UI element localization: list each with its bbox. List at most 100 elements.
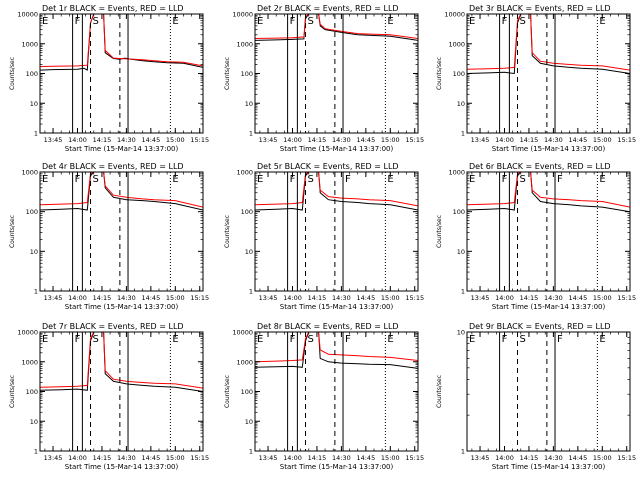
y-axis-label: Counts/sec <box>224 375 231 408</box>
y-axis-label: Counts/sec <box>224 215 231 248</box>
x-tick-label: 15:00 <box>381 136 400 144</box>
series-lld-line <box>467 172 630 208</box>
x-tick-label: 14:00 <box>68 454 87 462</box>
y-tick-label: 10 <box>457 248 465 256</box>
panel-5: Det 5r BLACK = Events, RED = LLD E F S F E 1 10… <box>224 162 424 311</box>
x-tick-label: 14:45 <box>356 136 375 144</box>
y-tick-label: 10000 <box>444 11 465 19</box>
series-lld-line <box>255 172 418 207</box>
y-tick-label: 10 <box>457 100 465 108</box>
marker-label: E <box>469 334 475 345</box>
series-lld-line <box>40 14 203 68</box>
x-tick-label: 14:15 <box>308 136 327 144</box>
x-tick-label: 14:30 <box>117 454 136 462</box>
marker-label: E <box>469 16 475 27</box>
x-tick-label: 13:45 <box>471 294 490 302</box>
x-tick-label: 14:15 <box>93 454 112 462</box>
panel-title: Det 7r BLACK = Events, RED = LLD <box>42 322 184 331</box>
x-tick-label: 14:30 <box>544 454 563 462</box>
x-tick-label: 14:45 <box>568 136 587 144</box>
x-tick-label: 14:45 <box>568 294 587 302</box>
x-tick-label: 14:00 <box>68 136 87 144</box>
x-tick-label: 14:45 <box>141 136 160 144</box>
y-tick-label: 1000 <box>448 169 465 177</box>
x-tick-label: 15:15 <box>617 454 636 462</box>
x-axis-label: Start Time (15-Mar-14 13:37:00) <box>65 145 179 153</box>
y-tick-label: 1 <box>249 130 253 138</box>
marker-label: S <box>93 16 99 27</box>
y-axis-label: Counts/sec <box>436 375 443 408</box>
x-tick-label: 13:45 <box>259 454 278 462</box>
x-tick-label: 14:00 <box>283 454 302 462</box>
y-tick-label: 1 <box>249 448 253 456</box>
x-tick-label: 13:45 <box>259 294 278 302</box>
x-tick-label: 14:30 <box>332 454 351 462</box>
marker-label: S <box>308 174 314 185</box>
x-axis-label: Start Time (15-Mar-14 13:37:00) <box>280 463 394 471</box>
y-tick-label: 10000 <box>17 11 38 19</box>
y-tick-label: 100 <box>453 70 465 78</box>
y-tick-label: 1000 <box>21 40 38 48</box>
y-tick-label: 100 <box>453 208 465 216</box>
marker-label: F <box>502 174 508 185</box>
series-group <box>467 172 630 213</box>
x-tick-label: 13:45 <box>44 136 63 144</box>
marker-label: F <box>290 334 296 345</box>
y-tick-label: 10 <box>30 418 38 426</box>
x-tick-label: 13:45 <box>259 136 278 144</box>
panel-title: Det 1r BLACK = Events, RED = LLD <box>42 4 184 13</box>
series-lld-line <box>255 14 418 39</box>
y-axis-label: Counts/sec <box>224 57 231 90</box>
x-axis-label: Start Time (15-Mar-14 13:37:00) <box>492 463 606 471</box>
x-tick-label: 14:45 <box>141 294 160 302</box>
series-group <box>40 14 203 71</box>
y-axis-label: Counts/sec <box>436 215 443 248</box>
panel-title: Det 6r BLACK = Events, RED = LLD <box>469 162 611 171</box>
x-tick-label: 14:15 <box>308 454 327 462</box>
marker-label: F <box>345 334 351 345</box>
series-events-line <box>40 14 203 71</box>
y-tick-label: 1000 <box>236 40 253 48</box>
marker-label: F <box>290 16 296 27</box>
y-tick-label: 10 <box>245 248 253 256</box>
x-axis-label: Start Time (15-Mar-14 13:37:00) <box>65 463 179 471</box>
marker-label: E <box>172 16 178 27</box>
panel-title: Det 8r BLACK = Events, RED = LLD <box>257 322 399 331</box>
x-tick-label: 14:15 <box>93 294 112 302</box>
x-tick-label: 13:45 <box>471 136 490 144</box>
y-tick-label: 100 <box>241 208 253 216</box>
x-tick-label: 15:15 <box>190 136 209 144</box>
y-tick-label: 1000 <box>21 358 38 366</box>
panels: Det 1r BLACK = Events, RED = LLD E F S E 1 10 1… <box>9 4 636 471</box>
x-tick-label: 14:45 <box>568 454 587 462</box>
y-tick-label: 100 <box>26 70 38 78</box>
x-tick-label: 14:30 <box>117 294 136 302</box>
marker-label: E <box>172 334 178 345</box>
x-axis-label: Start Time (15-Mar-14 13:37:00) <box>280 145 394 153</box>
y-tick-label: 1000 <box>236 358 253 366</box>
x-tick-label: 14:30 <box>332 136 351 144</box>
panel-title: Det 2r BLACK = Events, RED = LLD <box>257 4 399 13</box>
plot-frame <box>466 331 631 452</box>
y-tick-label: 1 <box>461 130 465 138</box>
x-tick-label: 15:15 <box>405 454 424 462</box>
panel-title: Det 4r BLACK = Events, RED = LLD <box>42 162 184 171</box>
panel-4: Det 4r BLACK = Events, RED = LLD E F S E 1 10 1… <box>9 162 209 311</box>
marker-label: S <box>308 16 314 27</box>
x-tick-label: 15:15 <box>617 294 636 302</box>
y-tick-label: 100 <box>26 208 38 216</box>
x-tick-label: 14:30 <box>544 136 563 144</box>
y-tick-label: 1000 <box>21 169 38 177</box>
x-tick-label: 15:00 <box>381 454 400 462</box>
y-tick-label: 1 <box>461 288 465 296</box>
x-tick-label: 15:15 <box>405 136 424 144</box>
marker-label: S <box>93 334 99 345</box>
x-axis-label: Start Time (15-Mar-14 13:37:00) <box>280 303 394 311</box>
y-tick-label: 10 <box>30 100 38 108</box>
x-tick-label: 14:45 <box>141 454 160 462</box>
x-axis-label: Start Time (15-Mar-14 13:37:00) <box>492 303 606 311</box>
x-tick-label: 14:45 <box>356 454 375 462</box>
marker-label: E <box>42 16 48 27</box>
